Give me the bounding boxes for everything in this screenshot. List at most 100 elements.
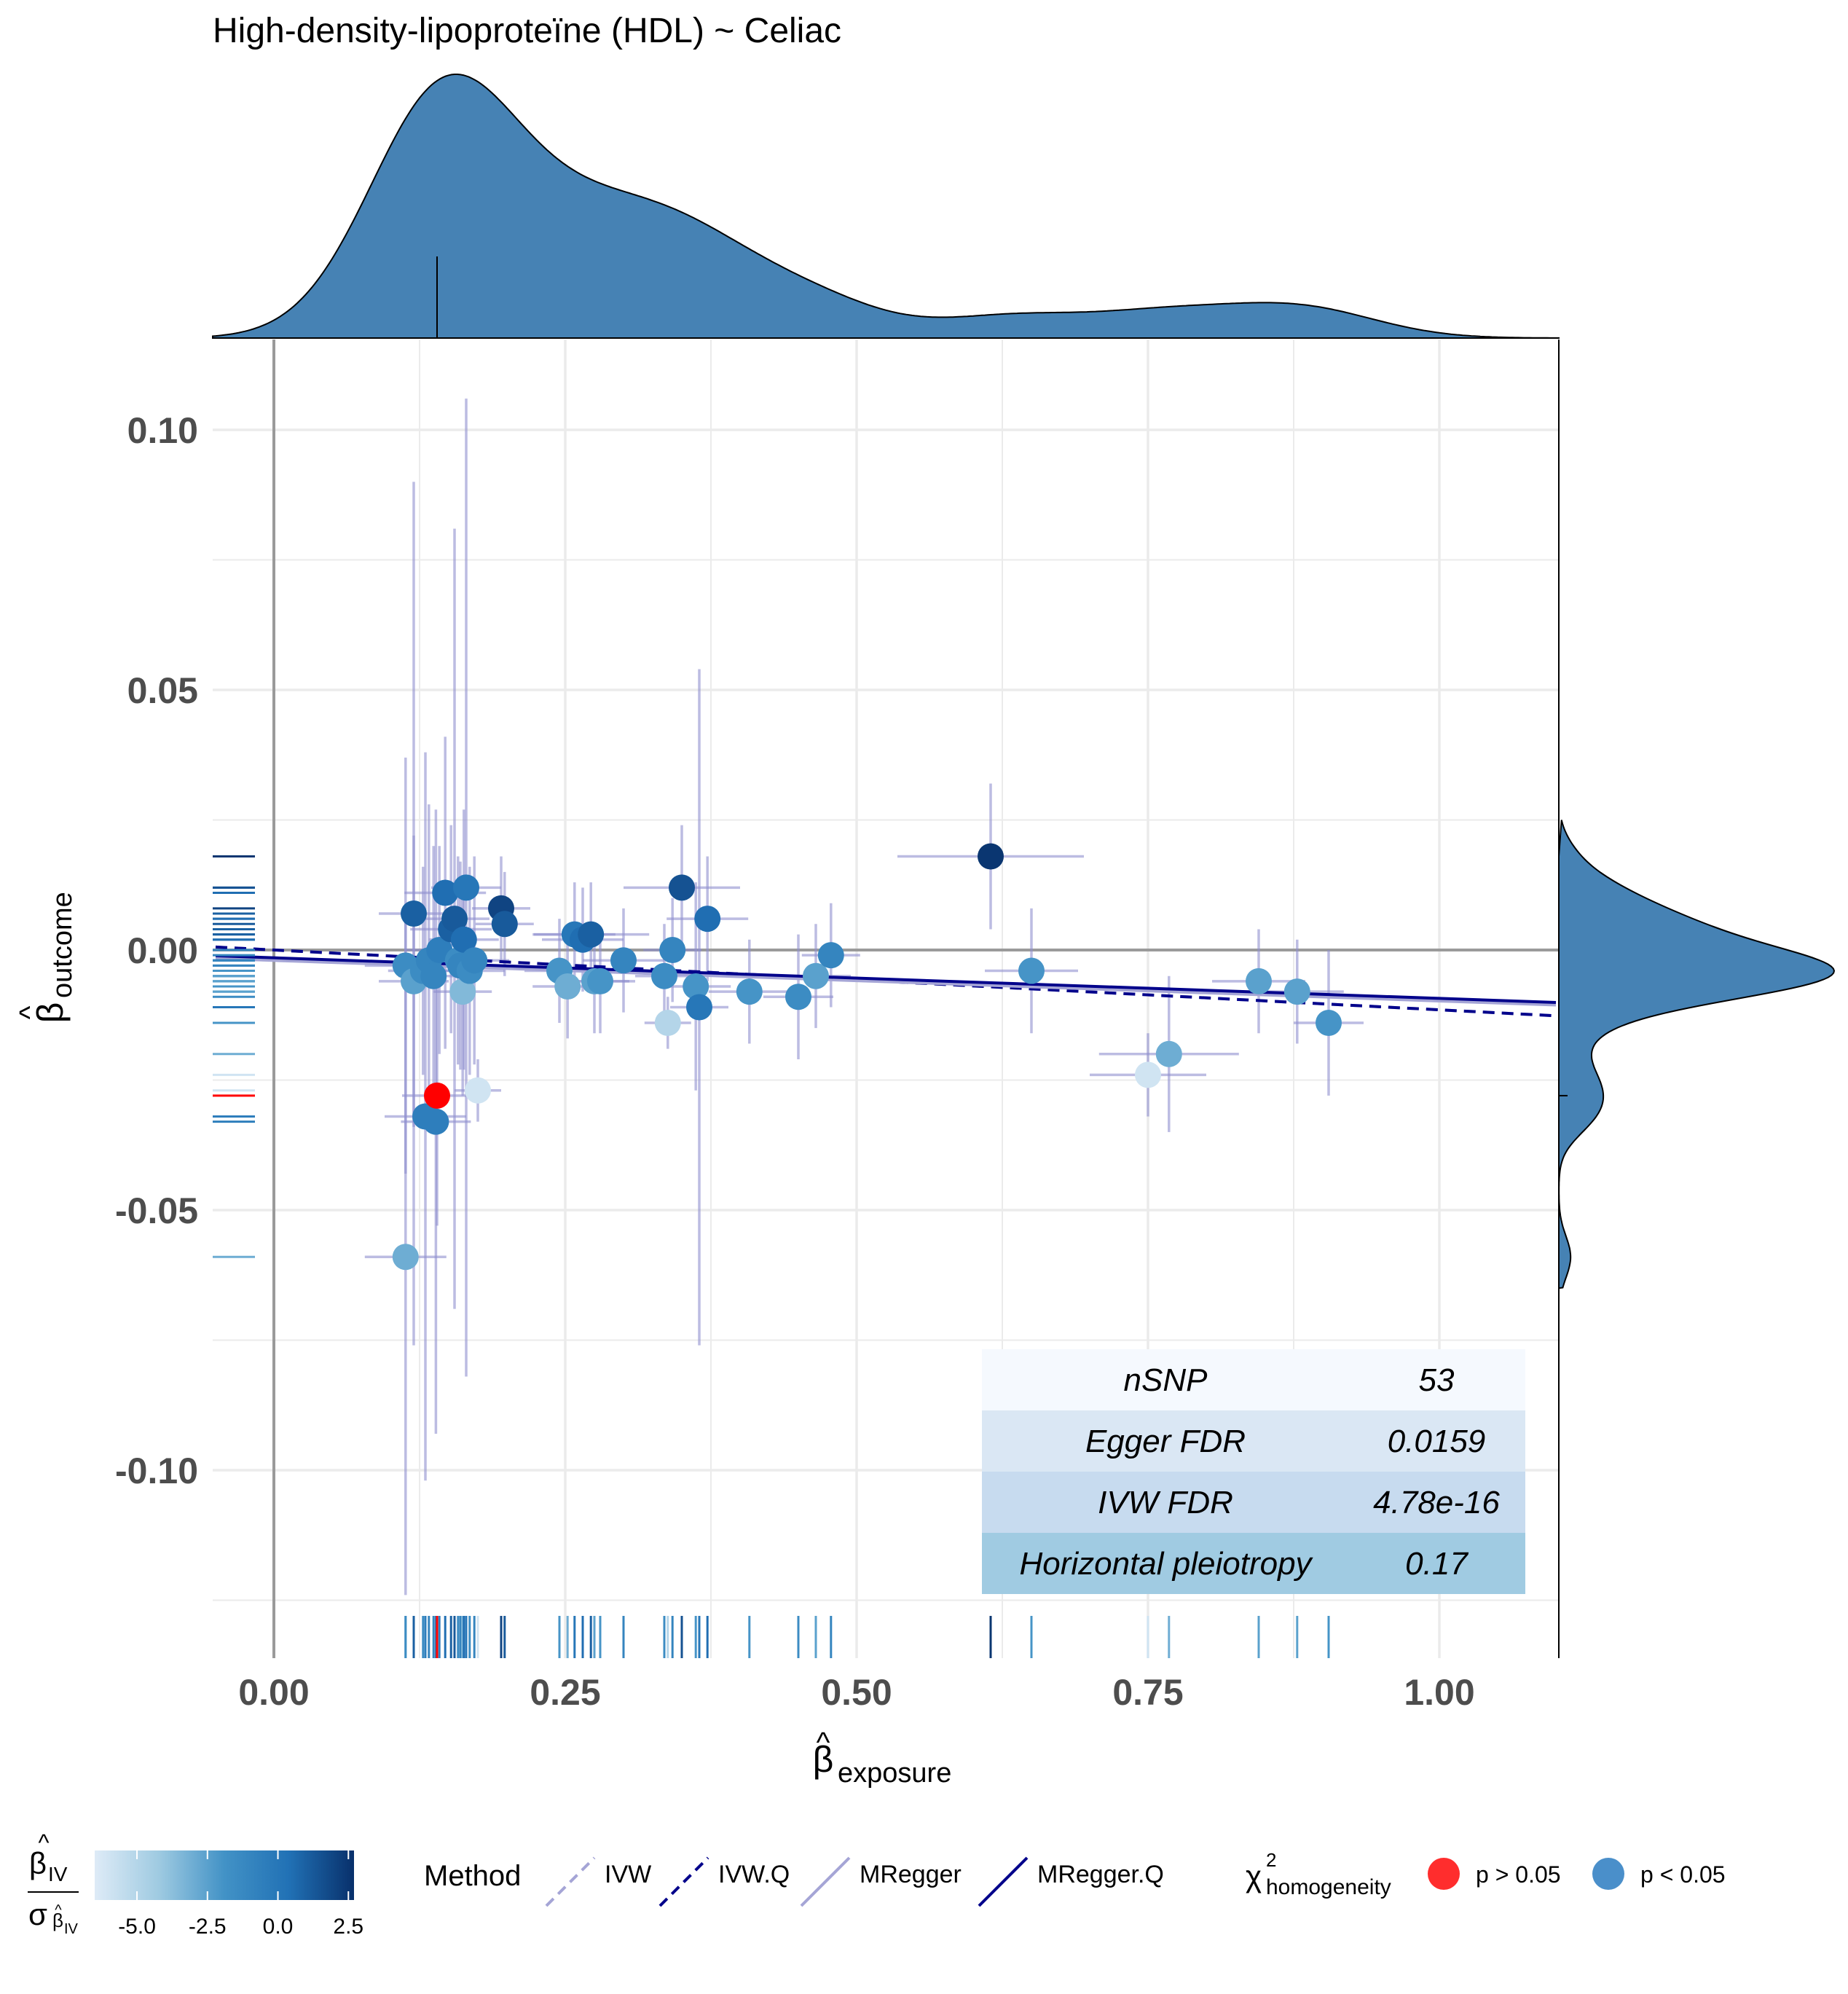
stats-row-background [982, 1410, 1525, 1472]
top-density-plot [212, 74, 1560, 339]
data-point [401, 900, 427, 927]
y-axis-label: ^ β outcome [14, 892, 78, 1023]
method-legend-key-mregger-q [978, 1856, 1029, 1907]
data-point [686, 994, 712, 1021]
data-point [578, 921, 605, 948]
x-tick-label: 0.75 [1112, 1672, 1183, 1713]
method-legend-key-ivw [545, 1856, 596, 1907]
x-tick-label: 1.00 [1404, 1672, 1474, 1713]
x-tick-label: 0.50 [821, 1672, 892, 1713]
data-point [587, 967, 613, 994]
colorbar-label-numerator: β [29, 1846, 47, 1880]
chi-legend-title-sup: 2 [1266, 1849, 1276, 1871]
data-point [978, 843, 1004, 870]
data-point [441, 906, 468, 933]
x-rug [404, 1616, 1330, 1658]
x-axis-label-hat: ^ [817, 1727, 830, 1759]
chi-legend-label: p > 0.05 [1476, 1861, 1561, 1888]
x-axis-label-beta: β [813, 1739, 834, 1780]
y-axis-label-beta: β [30, 1002, 71, 1024]
right-density-area [1558, 820, 1836, 1290]
colorbar-label-numerator-sub: IV [48, 1863, 68, 1885]
top-density-area [212, 74, 1560, 339]
data-point [420, 962, 447, 989]
data-point [659, 937, 686, 963]
method-legend-key-ivw-q [658, 1856, 709, 1907]
colorbar-ticks: -5.0 -2.5 0.0 2.5 [118, 1850, 363, 1939]
chart-title: High-density-lipoproteïne (HDL) ~ Celiac [213, 12, 841, 50]
colorbar-label-denominator-sub: β [52, 1909, 63, 1931]
y-axis-label-hat: ^ [14, 1005, 46, 1019]
x-tick-label: 0.00 [238, 1672, 309, 1713]
chi-legend-title-main: χ [1246, 1859, 1262, 1893]
x-axis-label: ^ β exposure [813, 1727, 952, 1789]
colorbar-label-denominator-subsub: IV [64, 1921, 79, 1937]
data-point [1316, 1009, 1342, 1036]
colorbar-tick-label: 2.5 [333, 1915, 363, 1939]
colorbar-label: ^ β IV σ ^ β IV [28, 1829, 79, 1937]
x-axis-ticks: 0.00 0.25 0.50 0.75 1.00 [238, 1672, 1474, 1713]
method-legend: IVW IVW.Q MRegger MRegger.Q [545, 1856, 1164, 1907]
data-point [817, 942, 844, 969]
y-tick-label: -0.05 [115, 1190, 198, 1231]
method-legend-key-mregger [800, 1856, 851, 1907]
stats-row-label: IVW FDR [1098, 1485, 1233, 1520]
colorbar-label-denominator: σ [28, 1897, 47, 1931]
right-density-plot [1558, 820, 1836, 1290]
x-axis-label-sub: exposure [838, 1758, 951, 1789]
data-point [491, 911, 518, 938]
y-tick-label: 0.00 [127, 930, 198, 971]
stats-table: nSNP 53 Egger FDR 0.0159 IVW FDR 4.78e-16 Hori… [982, 1349, 1525, 1594]
data-point [449, 978, 476, 1005]
y-axis-label-sub: outcome [47, 892, 78, 998]
method-legend-title: Method [424, 1860, 521, 1892]
plot-area: nSNP 53 Egger FDR 0.0159 IVW FDR 4.78e-16 Hori… [213, 339, 1560, 1658]
data-point [651, 962, 677, 989]
colorbar-tick-label: -2.5 [189, 1915, 227, 1939]
data-point [554, 973, 581, 1000]
stats-row-label: Horizontal pleiotropy [1019, 1546, 1313, 1582]
data-point [803, 962, 829, 989]
colorbar-tick-label: -5.0 [118, 1915, 156, 1939]
stats-row-background [982, 1472, 1525, 1533]
chi-legend-label: p < 0.05 [1640, 1861, 1726, 1888]
data-point [694, 906, 721, 933]
data-point [1283, 978, 1310, 1005]
data-points [392, 843, 1342, 1271]
stats-row-background [982, 1349, 1525, 1410]
y-tick-label: -0.10 [115, 1451, 198, 1491]
method-legend-label: IVW.Q [718, 1861, 790, 1888]
stats-row-background [982, 1533, 1525, 1594]
x-tick-label: 0.25 [530, 1672, 600, 1713]
data-point-highlight [424, 1082, 450, 1109]
data-point [422, 1108, 449, 1135]
colorbar-label-denominator-hat: ^ [55, 1902, 62, 1918]
stats-row-value: 0.17 [1405, 1546, 1468, 1582]
data-point [610, 947, 637, 974]
y-tick-label: 0.05 [127, 670, 198, 711]
data-point [683, 973, 709, 1000]
data-point [736, 978, 763, 1005]
stats-row-value: 4.78e-16 [1373, 1485, 1500, 1520]
colorbar-tick-label: 0.0 [263, 1915, 294, 1939]
stats-row-label: Egger FDR [1085, 1424, 1246, 1459]
data-point [1135, 1061, 1161, 1088]
y-tick-label: 0.10 [127, 410, 198, 451]
chi-legend: p > 0.05 p < 0.05 [1428, 1858, 1726, 1890]
y-axis-ticks: 0.10 0.05 0.00 -0.05 -0.10 [115, 410, 198, 1491]
colorbar-label-hat: ^ [38, 1829, 49, 1856]
data-point [461, 947, 488, 974]
data-point [785, 984, 811, 1010]
data-point [392, 1244, 419, 1271]
data-point [465, 1077, 491, 1104]
method-legend-label: MRegger.Q [1037, 1861, 1164, 1888]
legend: ^ β IV σ ^ β IV -5.0 -2.5 0.0 2.5 Method IV… [28, 1829, 1726, 1939]
method-legend-label: MRegger [860, 1861, 962, 1888]
data-point [450, 926, 477, 953]
chi-legend-key [1428, 1858, 1460, 1890]
data-point [453, 874, 479, 901]
data-point [1155, 1040, 1182, 1067]
stats-row-value: 0.0159 [1388, 1424, 1486, 1459]
data-point [432, 879, 459, 906]
